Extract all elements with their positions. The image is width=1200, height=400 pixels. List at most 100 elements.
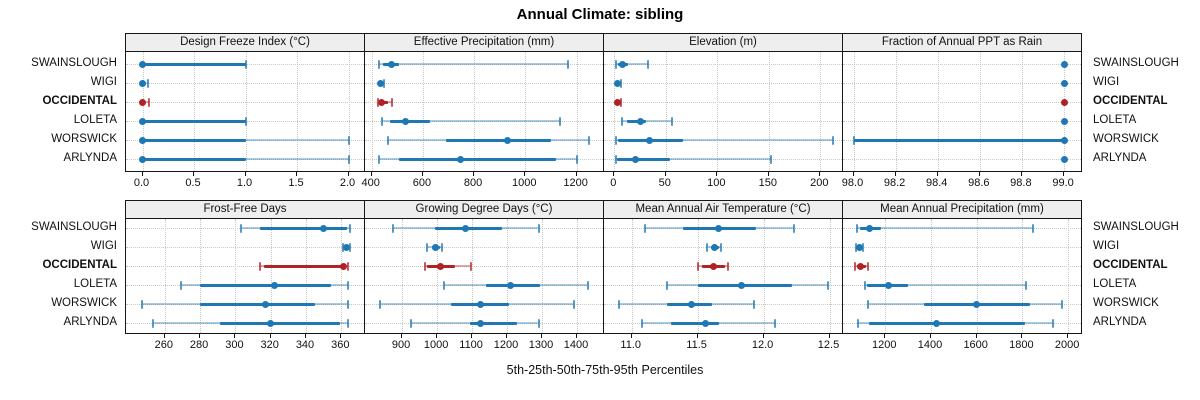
axis-tick-label: 98.0 xyxy=(841,177,864,189)
gridline xyxy=(614,52,616,171)
median-dot xyxy=(456,155,464,163)
panel-axis: 11.0 11.5 12.0 12.5 xyxy=(603,334,843,354)
row-label-swainslough: SWAINSLOUGH xyxy=(31,221,117,233)
median-dot xyxy=(1060,155,1068,163)
gridline xyxy=(194,52,195,171)
panel-frame: Design Freeze Index (°C) xyxy=(125,33,365,172)
row-label-swainslough: SWAINSLOUGH xyxy=(31,57,117,69)
row-label-wigi: WIGI xyxy=(90,240,117,252)
gridline xyxy=(348,52,350,171)
whisker-cap xyxy=(379,299,381,309)
gridline xyxy=(843,83,1081,84)
gridline xyxy=(665,52,667,171)
axis-tick-label: 320 xyxy=(260,339,279,351)
p5-95-line xyxy=(856,227,1033,229)
axis-tick-label: 98.2 xyxy=(883,177,906,189)
median-dot xyxy=(461,224,469,232)
axis-tick xyxy=(199,334,201,338)
median-dot xyxy=(885,281,893,289)
p5-95-line xyxy=(381,120,560,122)
median-dot xyxy=(261,300,269,308)
whisker-cap xyxy=(863,280,866,290)
axis-tick xyxy=(244,172,246,176)
axis-tick xyxy=(575,172,577,176)
panel-row: Frost-Free Days 260 280 300 320 340 360 Growi… xyxy=(125,200,1085,354)
whisker-cap xyxy=(470,261,472,271)
gridline xyxy=(474,52,476,171)
whisker-cap xyxy=(576,154,579,164)
whisker-cap xyxy=(259,261,262,271)
gridline xyxy=(507,219,508,333)
row-label-worswick: WORSWICK xyxy=(51,297,117,309)
axis-tick-label: 600 xyxy=(412,177,432,189)
axis-tick-label: 1800 xyxy=(1009,339,1034,351)
whisker-cap xyxy=(643,223,646,233)
p25-75-line xyxy=(445,138,551,142)
whisker-cap xyxy=(855,223,858,233)
axis-tick xyxy=(347,172,349,176)
whisker-cap xyxy=(1052,318,1055,328)
panel-design-freeze-index-c: Design Freeze Index (°C) 0.0 0.5 1.0 1.5 2.0 xyxy=(125,33,365,192)
row-label-worswick: WORSWICK xyxy=(1093,133,1159,145)
panel-strip-elevation-m: Elevation (m) xyxy=(604,34,842,52)
axis-tick xyxy=(1020,172,1022,176)
whisker-cap xyxy=(666,280,669,290)
whisker-cap xyxy=(586,280,589,290)
gridline xyxy=(853,52,855,171)
median-dot xyxy=(476,319,484,327)
panel-plot-area xyxy=(604,52,842,171)
whisker-cap xyxy=(347,154,350,164)
panel-plot-area xyxy=(365,52,603,171)
gridline xyxy=(365,121,603,122)
panel-frame: Effective Precipitation (mm) xyxy=(364,33,604,172)
axis-tick-label: 1200 xyxy=(872,339,897,351)
median-dot xyxy=(437,262,445,270)
axis-tick xyxy=(421,172,423,176)
whisker-cap xyxy=(671,116,673,126)
median-dot xyxy=(507,281,514,289)
axis-tick-label: 1200 xyxy=(493,339,519,351)
axis-tick-label: 99.0 xyxy=(1052,177,1074,189)
axis-tick-label: 1200 xyxy=(563,177,588,189)
p5-95-line xyxy=(616,158,771,160)
panel-plot-area xyxy=(843,219,1081,333)
p25-75-line xyxy=(697,283,793,287)
gridline xyxy=(631,219,633,333)
gridline xyxy=(341,219,343,333)
axis-tick xyxy=(506,334,507,338)
gridline xyxy=(365,266,603,267)
whisker-cap xyxy=(387,135,390,145)
panel-band-top: SWAINSLOUGH WIGI OCCIDENTAL LOLETA WORSWICK A… xyxy=(0,33,1200,190)
axis-tick-label: 340 xyxy=(295,339,315,351)
axis-tick xyxy=(975,334,977,338)
axis-tick xyxy=(613,172,615,176)
row-label-loleta: LOLETA xyxy=(1093,278,1137,290)
p25-75-line xyxy=(470,321,517,325)
panel-plot-area xyxy=(126,52,364,171)
panel-frame: Mean Annual Precipitation (mm) xyxy=(842,200,1082,334)
panel-strip-growing-degree-days-c: Growing Degree Days (°C) xyxy=(365,201,603,219)
axis-tick xyxy=(1021,334,1023,338)
axis-tick xyxy=(930,334,931,338)
p5-95-line xyxy=(142,139,349,141)
whisker-cap xyxy=(856,318,859,328)
axis-tick xyxy=(1063,172,1065,176)
gridline xyxy=(895,52,897,171)
whisker-cap xyxy=(558,116,561,126)
median-dot xyxy=(477,300,485,308)
whisker-cap xyxy=(244,59,247,69)
median-dot xyxy=(388,60,396,68)
whisker-cap xyxy=(727,261,729,271)
panel-axis: 0.0 0.5 1.0 1.5 2.0 xyxy=(125,172,365,192)
axis-tick-label: 400 xyxy=(361,177,380,189)
gridline xyxy=(542,219,543,333)
gridline xyxy=(843,228,1081,229)
p25-75-line xyxy=(263,264,347,268)
axis-tick-label: 150 xyxy=(758,177,777,189)
whisker-cap xyxy=(620,116,623,126)
whisker-cap xyxy=(831,135,834,145)
panel-frame: Fraction of Annual PPT as Rain xyxy=(842,33,1082,172)
whisker-cap xyxy=(409,318,412,328)
panel-fraction-of-annual-ppt-as-rain: Fraction of Annual PPT as Rain 98.0 98.2 9… xyxy=(842,33,1082,192)
median-dot xyxy=(1060,98,1068,106)
